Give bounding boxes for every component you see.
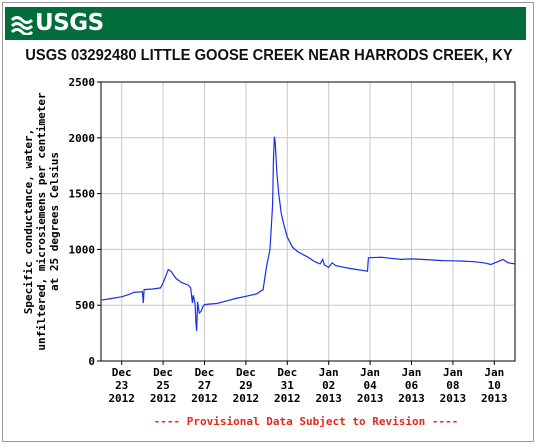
grid: [101, 82, 515, 361]
usgs-logo-text: USGS: [35, 10, 104, 36]
x-tick-label: Jan 04 2013: [357, 366, 384, 405]
usgs-banner: USGS: [5, 7, 526, 40]
x-tick-label: Jan 06 2013: [398, 366, 425, 405]
x-tick-label: Dec 29 2012: [233, 366, 260, 405]
provisional-notice: ---- Provisional Data Subject to Revisio…: [154, 415, 459, 428]
usgs-logo[interactable]: USGS: [11, 9, 104, 38]
x-tick-label: Jan 08 2013: [440, 366, 467, 405]
y-tick-label: 1000: [69, 243, 96, 256]
series-line-conductance: [100, 136, 516, 331]
y-tick-label: 0: [88, 355, 95, 368]
x-tick-label: Dec 23 2012: [108, 366, 135, 405]
x-tick-label: Jan 10 2013: [481, 366, 508, 405]
y-axis-title: Specific conductance, water,unfiltered, …: [22, 92, 61, 351]
x-tick-label: Jan 02 2013: [315, 366, 342, 405]
plot-area: [100, 81, 516, 362]
chart-frame: [2, 2, 534, 442]
y-axis-label: Specific conductance, water,unfiltered, …: [22, 92, 61, 351]
x-tick-label: Dec 25 2012: [150, 366, 177, 405]
x-tick-label: Dec 27 2012: [191, 366, 218, 405]
y-axis: 0 500 1000 1500 2000 2500: [69, 76, 101, 368]
y-tick-label: 500: [75, 299, 95, 312]
y-tick-label: 2500: [69, 76, 96, 89]
y-tick-label: 2000: [69, 132, 96, 145]
y-tick-label: 1500: [69, 188, 96, 201]
x-tick-label: Dec 31 2012: [274, 366, 301, 405]
x-axis: Dec 23 2012 Dec 25 2012 Dec 27 2012 Dec 29 2012 Dec 3…: [108, 361, 508, 405]
chart-title: USGS 03292480 LITTLE GOOSE CREEK NEAR HA…: [25, 47, 513, 64]
usgs-wave-icon: [11, 15, 33, 35]
